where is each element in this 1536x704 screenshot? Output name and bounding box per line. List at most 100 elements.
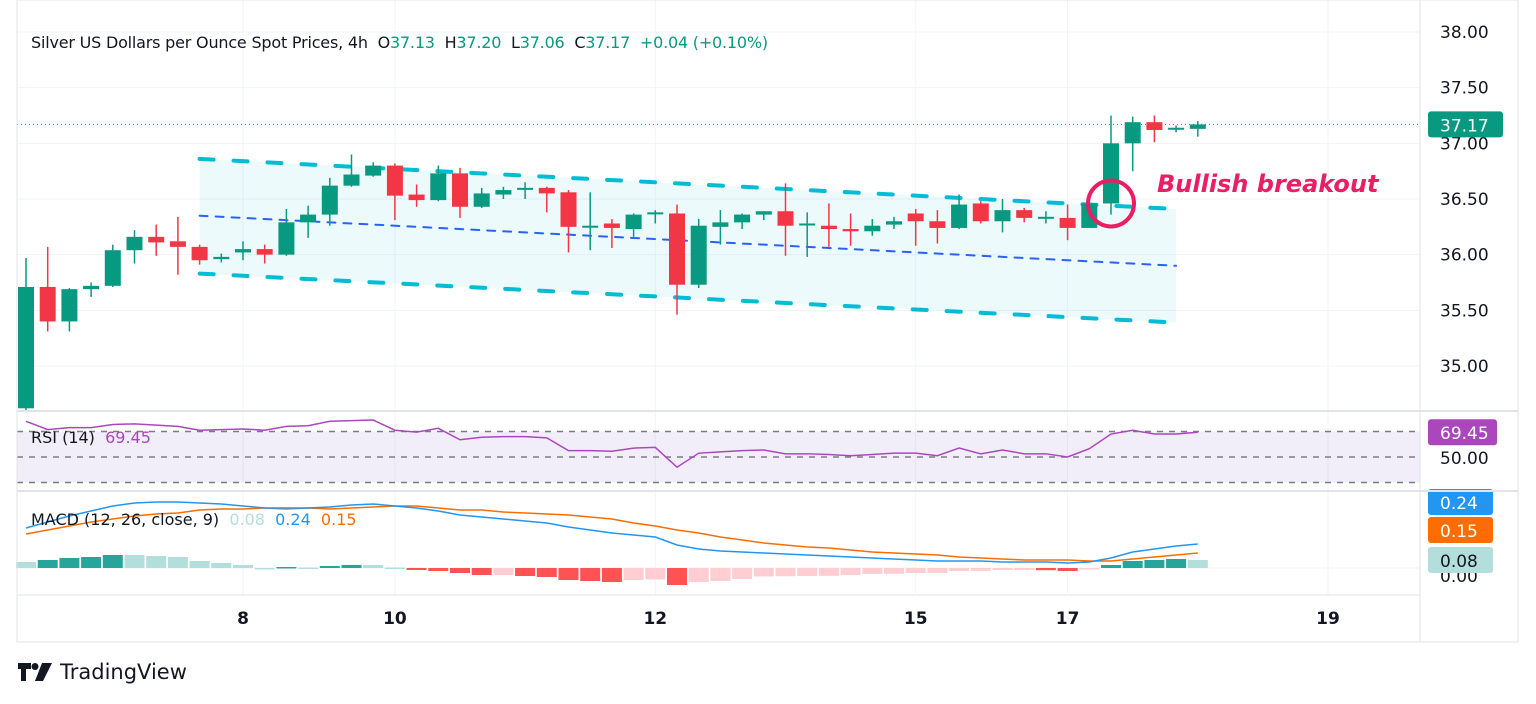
macd-signal-value: 0.15 — [320, 510, 357, 529]
brand-name: TradingView — [60, 660, 187, 684]
candle — [972, 201, 989, 224]
candle — [1168, 125, 1185, 133]
candle — [365, 162, 382, 177]
candle — [1124, 116, 1141, 172]
candle-body — [1059, 217, 1076, 228]
candle — [603, 219, 620, 248]
candle — [386, 163, 403, 221]
macd-histogram-bar — [601, 568, 622, 582]
candle-body — [495, 190, 512, 195]
macd-histogram-bar — [667, 568, 687, 585]
signal-value-tag: 0.15 — [1428, 517, 1493, 543]
candle-body — [300, 214, 317, 223]
macd-histogram-bar — [298, 567, 319, 569]
candle-body — [951, 204, 968, 228]
macd-histogram-bar — [1057, 568, 1078, 571]
candle — [799, 212, 816, 257]
candle-body — [148, 236, 165, 243]
macd-histogram-bar — [558, 568, 579, 580]
tradingview-brand[interactable]: TradingView — [18, 660, 187, 684]
candle-body — [1037, 216, 1054, 219]
macd-histogram-bar — [37, 560, 58, 568]
macd-histogram-bar — [862, 568, 883, 574]
candle — [452, 167, 468, 218]
candle-body — [712, 222, 729, 227]
candle — [148, 224, 165, 256]
breakout-circle — [1086, 178, 1136, 229]
candle-body — [365, 165, 382, 176]
candle — [647, 210, 664, 224]
candle-body — [755, 211, 772, 215]
candle — [538, 186, 555, 213]
candle-body — [61, 289, 78, 322]
time-tick-label: 15 — [904, 609, 928, 629]
candle-body — [386, 165, 403, 196]
macd-histogram-bar — [1187, 560, 1208, 568]
rsi-line — [25, 419, 1198, 469]
macd-histogram-bar — [536, 568, 557, 577]
candle — [343, 154, 360, 187]
candle — [1016, 207, 1033, 223]
time-tick-label: 10 — [383, 609, 407, 629]
candle — [820, 203, 837, 247]
macd-histogram-bar — [471, 568, 492, 575]
bullish-breakout-annotation: Bullish breakout — [1157, 170, 1379, 198]
high-value: 37.20 — [456, 33, 502, 52]
candle — [669, 204, 685, 315]
candle-body — [430, 173, 447, 201]
channel-middle-line — [198, 214, 1178, 267]
tradingview-logo-icon — [18, 663, 52, 681]
candle — [517, 182, 534, 199]
candle-body — [842, 229, 859, 232]
macd-histogram-bar — [211, 563, 232, 568]
candle-body — [669, 213, 685, 285]
macd-histogram-bar — [341, 565, 362, 568]
macd-hist-value: 0.08 — [229, 510, 265, 529]
candle-body — [625, 214, 642, 230]
macd-histogram-bar — [59, 558, 80, 568]
chart-frame — [16, 0, 1519, 643]
candle — [1059, 204, 1076, 241]
macd-histogram-bar — [515, 568, 536, 576]
candle — [169, 216, 186, 275]
candle-body — [235, 249, 251, 253]
macd-histogram-bar — [1166, 559, 1187, 568]
candle-body — [603, 223, 620, 228]
candle — [1189, 121, 1206, 137]
candle-body — [191, 246, 208, 261]
chart-border — [16, 0, 1519, 643]
time-tick-label: 12 — [643, 609, 667, 629]
candle-body — [39, 286, 56, 322]
candle-body — [820, 225, 837, 230]
candle — [61, 288, 78, 332]
macd-histogram-bar — [797, 568, 818, 576]
candle-body — [1103, 143, 1119, 204]
change-value: +0.04 (+0.10%) — [639, 33, 768, 52]
price-tick-label: 37.50 — [1440, 79, 1489, 99]
time-tick-label: 8 — [237, 609, 249, 629]
symbol-legend: Silver US Dollars per Ounce Spot Prices,… — [31, 33, 768, 52]
macd-histogram-bar — [732, 568, 753, 579]
macd-histogram-bar — [949, 568, 970, 571]
grid — [17, 0, 1420, 595]
time-tick-label: 17 — [1056, 609, 1080, 629]
macd-histogram-bar — [884, 568, 904, 574]
macd-histogram-bar — [81, 557, 102, 568]
candle — [907, 209, 924, 246]
candle — [712, 210, 729, 245]
macd-histogram-bar — [384, 567, 405, 569]
candle-body — [473, 193, 490, 207]
candle-body — [83, 285, 100, 290]
candle-body — [517, 187, 534, 190]
macd-line-value: 0.24 — [275, 510, 311, 529]
candle-body — [777, 211, 794, 226]
macd-histogram-bar — [189, 561, 210, 568]
price-tick-label: 36.00 — [1440, 246, 1489, 266]
candle-body — [734, 214, 751, 223]
candle — [755, 211, 772, 221]
candle-body — [126, 236, 143, 251]
candle-body — [1146, 122, 1163, 130]
candle-body — [256, 249, 273, 255]
macd-histogram-bar — [102, 555, 123, 568]
